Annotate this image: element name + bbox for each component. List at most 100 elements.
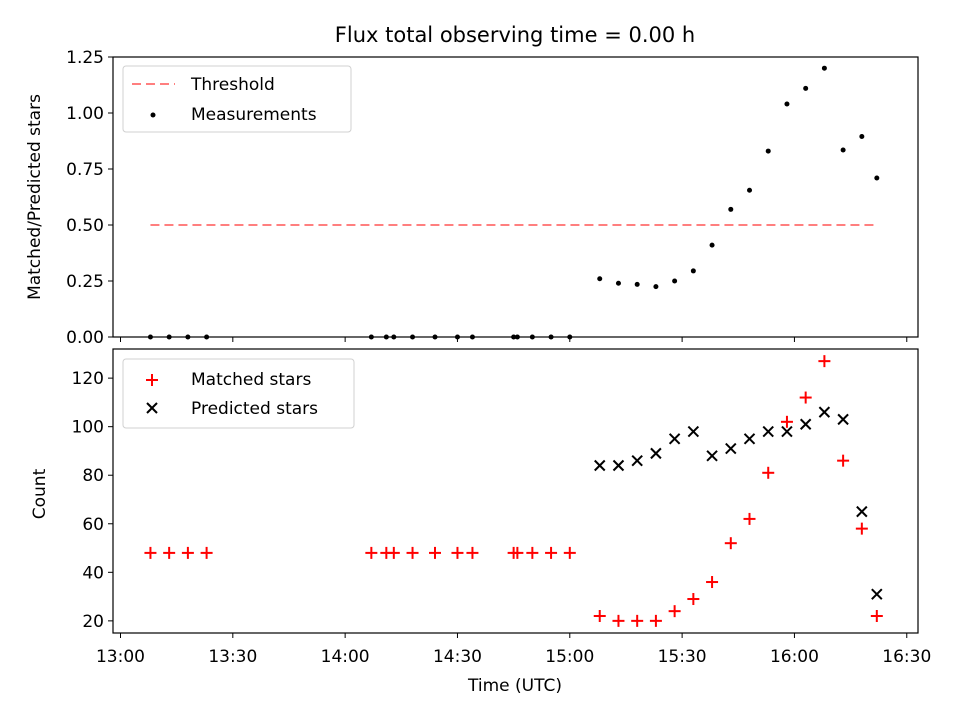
bottom-y-ticks: 20 40 60 80 100 120 bbox=[72, 369, 113, 632]
predicted-star-point bbox=[650, 447, 662, 460]
matched-star-point bbox=[668, 605, 681, 618]
measurement-point bbox=[859, 134, 865, 140]
top-y-tick-label: 0.75 bbox=[66, 160, 104, 180]
matched-star-point bbox=[612, 614, 625, 627]
top-panel: 0.00 0.25 0.50 0.75 1.00 1.25 Threshold Measu… bbox=[66, 48, 919, 348]
top-y-tick-label: 0.25 bbox=[66, 272, 104, 292]
measurement-point bbox=[765, 148, 771, 154]
measurement-point bbox=[747, 187, 753, 193]
matched-star-point bbox=[163, 546, 176, 559]
x-tick-label: 14:30 bbox=[433, 647, 482, 667]
predicted-star-point bbox=[871, 588, 883, 600]
matched-star-point bbox=[181, 546, 194, 559]
bottom-x-ticks: 13:00 13:30 14:00 14:30 15:00 15:30 16:00 16:30 bbox=[96, 633, 931, 667]
top-y-axis-label: Matched/Predicted stars bbox=[25, 94, 45, 300]
top-y-ticks: 0.00 0.25 0.50 0.75 1.00 1.25 bbox=[66, 48, 113, 348]
matched-star-point bbox=[687, 593, 700, 606]
measurement-point bbox=[597, 276, 603, 282]
predicted-star-point bbox=[799, 418, 812, 430]
predicted-star-point bbox=[594, 459, 606, 472]
x-tick-label: 13:30 bbox=[208, 647, 257, 667]
matched-star-point bbox=[200, 546, 213, 559]
predicted-legend-marker bbox=[146, 402, 158, 414]
matched-star-point bbox=[837, 454, 850, 467]
matched-star-point bbox=[451, 546, 464, 559]
threshold-legend-label: Threshold bbox=[190, 75, 275, 95]
bottom-y-tick-label: 120 bbox=[72, 369, 104, 389]
x-tick-label: 13:00 bbox=[96, 647, 145, 667]
matched-star-point bbox=[429, 546, 441, 559]
matched-star-point bbox=[144, 546, 157, 559]
matched-star-point bbox=[855, 522, 868, 535]
bottom-axes-frame bbox=[112, 348, 919, 634]
bottom-y-axis-label: Count bbox=[30, 468, 50, 519]
predicted-star-point bbox=[781, 425, 793, 438]
predicted-star-point bbox=[762, 425, 774, 438]
matched-star-point bbox=[563, 546, 576, 559]
predicted-star-point bbox=[818, 406, 831, 418]
matched-star-point bbox=[406, 546, 419, 559]
matched-star-point bbox=[593, 610, 606, 623]
matched-star-point bbox=[511, 546, 524, 559]
measurements-legend-marker bbox=[150, 112, 156, 118]
matched-star-point bbox=[466, 546, 479, 559]
matched-star-point bbox=[545, 546, 558, 559]
top-x-ticks bbox=[119, 337, 908, 342]
bottom-legend: Matched stars Predicted stars bbox=[122, 358, 355, 429]
top-axes-frame bbox=[112, 56, 919, 338]
matched-star-point bbox=[387, 546, 400, 559]
matched-star-point bbox=[706, 576, 719, 589]
top-y-tick-label: 0.00 bbox=[66, 328, 104, 348]
matched-star-point bbox=[818, 355, 831, 368]
top-y-tick-label: 1.00 bbox=[66, 104, 104, 124]
matched-star-point bbox=[649, 614, 662, 627]
matched-star-point bbox=[780, 415, 793, 428]
bottom-y-tick-label: 20 bbox=[82, 612, 104, 632]
bottom-plot-area bbox=[144, 355, 883, 627]
top-legend: Threshold Measurements bbox=[122, 65, 352, 133]
measurement-point bbox=[728, 206, 734, 212]
chart-title: Flux total observing time = 0.00 h bbox=[335, 23, 695, 47]
x-tick-label: 15:00 bbox=[545, 647, 594, 667]
predicted-star-point bbox=[725, 442, 737, 455]
x-tick-label: 16:00 bbox=[770, 647, 819, 667]
matched-star-point bbox=[365, 546, 378, 559]
top-y-tick-label: 1.25 bbox=[66, 48, 104, 68]
x-tick-label: 15:30 bbox=[658, 647, 707, 667]
measurement-point bbox=[821, 65, 827, 71]
matched-star-point bbox=[762, 466, 775, 479]
predicted-star-point bbox=[837, 413, 849, 426]
bottom-y-tick-label: 100 bbox=[72, 418, 104, 438]
predicted-star-point bbox=[743, 433, 756, 445]
matched-legend-marker bbox=[146, 374, 158, 386]
predicted-legend-label: Predicted stars bbox=[191, 399, 318, 419]
matched-star-point bbox=[870, 610, 883, 623]
matched-star-point bbox=[526, 546, 539, 559]
measurement-point bbox=[803, 85, 809, 91]
matched-star-point bbox=[743, 512, 756, 525]
measurement-point bbox=[672, 278, 678, 284]
measurements-legend-label: Measurements bbox=[191, 105, 317, 125]
matched-star-point bbox=[724, 537, 737, 550]
matched-legend-label: Matched stars bbox=[191, 370, 311, 390]
bottom-panel: 20 40 60 80 100 120 13:00 13:30 14:00 14:30 15:00… bbox=[72, 348, 931, 667]
top-y-tick-label: 0.50 bbox=[66, 216, 104, 236]
x-axis-label: Time (UTC) bbox=[467, 676, 562, 696]
bottom-y-tick-label: 40 bbox=[82, 563, 104, 583]
predicted-star-point bbox=[631, 454, 643, 467]
predicted-star-point bbox=[668, 433, 681, 445]
predicted-star-point bbox=[612, 459, 625, 472]
predicted-star-point bbox=[856, 505, 868, 518]
predicted-star-point bbox=[687, 425, 700, 438]
measurement-point bbox=[634, 281, 640, 287]
matched-star-point bbox=[631, 614, 644, 627]
x-tick-label: 16:30 bbox=[882, 647, 931, 667]
x-tick-label: 14:00 bbox=[321, 647, 370, 667]
bottom-y-tick-label: 60 bbox=[82, 515, 104, 535]
measurement-point bbox=[690, 268, 696, 274]
measurement-point bbox=[653, 284, 659, 290]
predicted-star-point bbox=[706, 450, 718, 462]
matched-star-point bbox=[799, 391, 812, 404]
measurement-point bbox=[615, 280, 621, 286]
